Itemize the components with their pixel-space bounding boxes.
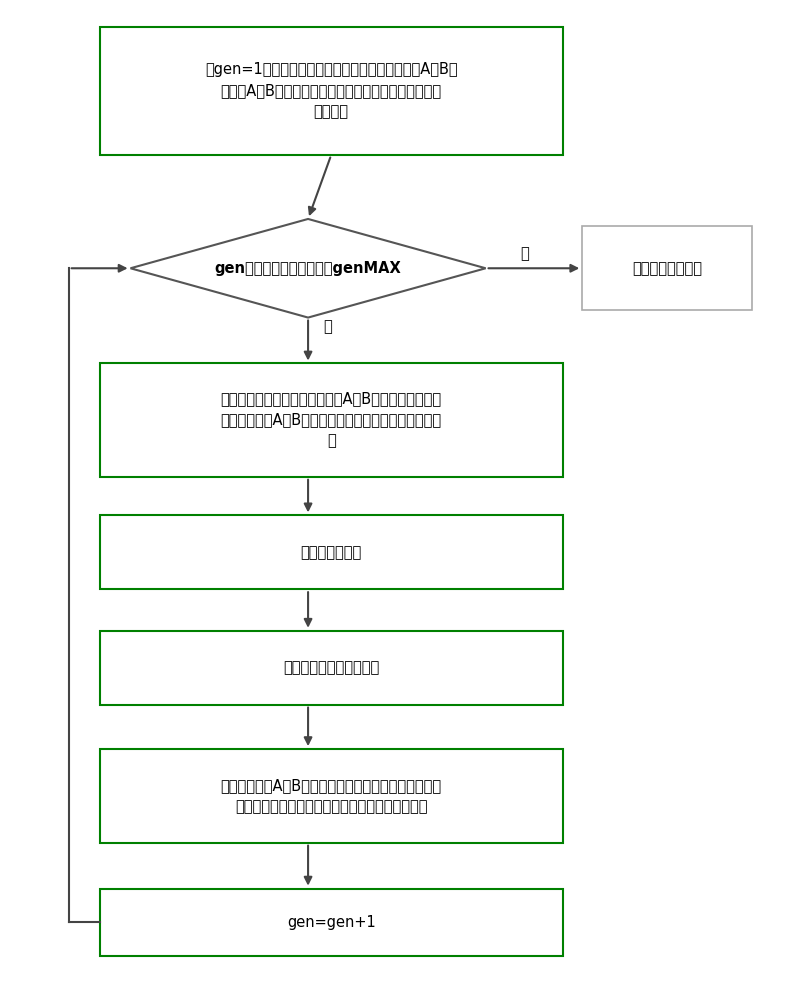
Bar	[100, 515, 563, 589]
Text: gen是否大于最大进化代数genMAX: gen是否大于最大进化代数genMAX	[215, 261, 402, 276]
Bar	[100, 27, 563, 155]
Text: 是: 是	[520, 246, 529, 261]
Text: 令gen=1，初始化种群与概率矩阵，分组生成种群A与B，
对种群A与B中的历史最优个体进行局部搜索，得到全局
最优个体: 令gen=1，初始化种群与概率矩阵，分组生成种群A与B， 对种群A与B中的历史最…	[205, 62, 457, 119]
Bar	[100, 631, 563, 705]
Text: 输出历史最优个体: 输出历史最优个体	[632, 261, 702, 276]
Bar	[100, 889, 563, 956]
Text: gen=gen+1: gen=gen+1	[287, 915, 376, 930]
Bar	[100, 363, 563, 477]
Text: 依据变异率执行变异操作: 依据变异率执行变异操作	[283, 660, 380, 675]
Text: 否: 否	[323, 319, 332, 334]
Text: 采样生成新种群: 采样生成新种群	[300, 545, 362, 560]
Bar	[100, 749, 563, 843]
Bar	[582, 226, 752, 310]
Text: 将新种群分为A与B两个种群，并对新得到的两个种群的
最优个体进行局部搜索，进一步得到全局最优个体: 将新种群分为A与B两个种群，并对新得到的两个种群的 最优个体进行局部搜索，进一步…	[221, 778, 442, 814]
Text: 更新概率矩阵，得到两个子种群A与B的概率矩阵，对子
种群概率矩阵A与B进行交叉融合操作，得到采样概率矩
阵: 更新概率矩阵，得到两个子种群A与B的概率矩阵，对子 种群概率矩阵A与B进行交叉融…	[221, 392, 442, 449]
Polygon shape	[130, 219, 486, 318]
